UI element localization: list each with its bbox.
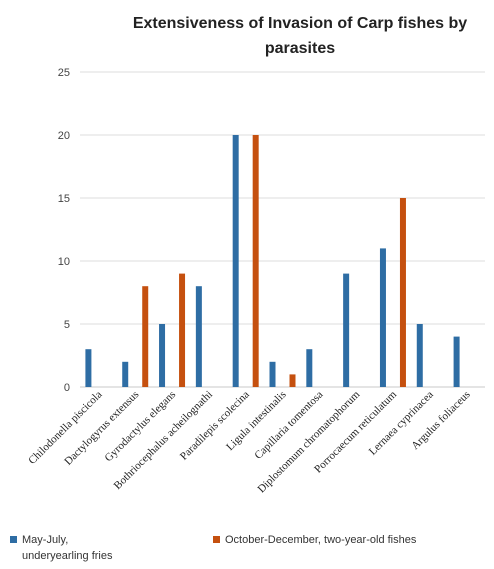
bar-series-1 [195,286,202,387]
legend-swatch-series-1 [10,536,17,543]
bar-series-1 [232,135,239,387]
bar-series-2 [289,374,296,387]
x-tick-label: Gyrodactylus elegans [103,389,179,465]
x-tick-label: Capillaria tomentosa [252,389,325,462]
legend-label-series-1-line-2: underyearling fries [22,550,113,562]
bar-series-1 [306,349,313,387]
chart-title-line-1: Extensiveness of Invasion of Carp fishes… [133,15,467,32]
bar-series-2 [399,198,406,387]
x-tick-label: Lernaea cyprinacea [367,389,436,458]
y-tick-label: 0 [64,382,70,394]
grid [80,71,485,388]
bar-series-1 [416,324,423,387]
bar-series-1 [122,361,129,387]
x-tick-label: Paradilepis scolecina [178,389,252,463]
bar-series-1 [379,248,386,387]
bar-series-1 [159,324,166,387]
bars [85,135,460,387]
y-tick-label: 25 [58,67,70,79]
y-tick-label: 15 [58,193,70,205]
bar-series-1 [453,336,460,387]
bar-series-1 [85,349,92,387]
y-axis-ticks: 0 5 10 15 20 25 [58,67,70,394]
bar-series-1 [269,361,276,387]
bar-series-2 [142,286,149,387]
bar-series-2 [179,273,186,387]
y-tick-label: 10 [58,256,70,268]
legend-swatch-series-2 [213,536,220,543]
bar-series-1 [343,273,350,387]
legend-label-series-2: October-December, two-year-old fishes [225,534,417,546]
bar-series-2 [252,135,259,387]
legend: May-July, underyearling fries October-Dece… [10,534,417,562]
y-tick-label: 20 [58,130,70,142]
legend-label-series-1: May-July, [22,534,68,546]
chart-title-line-2: parasites [265,40,335,57]
y-tick-label: 5 [64,319,70,331]
